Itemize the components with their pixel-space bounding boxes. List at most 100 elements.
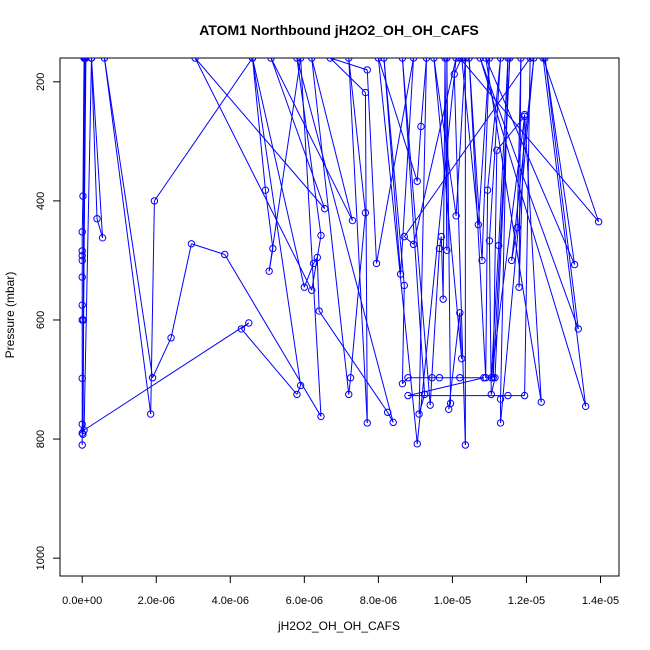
data-point bbox=[398, 58, 407, 62]
series-line-segment bbox=[459, 58, 600, 223]
data-point bbox=[78, 251, 86, 260]
data-point bbox=[296, 58, 305, 62]
data-point bbox=[461, 58, 470, 62]
series-line-segment bbox=[500, 58, 509, 400]
series-line-segment bbox=[150, 200, 155, 415]
data-point bbox=[482, 374, 490, 382]
data-point bbox=[380, 58, 388, 62]
data-point bbox=[293, 390, 301, 399]
series-line-segment bbox=[90, 58, 104, 238]
data-point bbox=[461, 441, 470, 449]
x-tick-label: 0.0e+00 bbox=[62, 595, 102, 607]
series-line-segment bbox=[498, 58, 509, 246]
data-point bbox=[485, 58, 494, 62]
plot-frame bbox=[59, 57, 620, 577]
data-point bbox=[487, 374, 495, 382]
data-point bbox=[363, 66, 371, 74]
series-line-segment bbox=[83, 58, 92, 431]
data-point bbox=[594, 218, 603, 226]
data-point bbox=[191, 58, 199, 62]
data-point bbox=[415, 410, 423, 418]
series-line-segment bbox=[485, 190, 489, 378]
data-point bbox=[78, 247, 86, 255]
series-line-segment bbox=[82, 58, 87, 320]
series-line-segment bbox=[542, 58, 587, 407]
data-point bbox=[78, 273, 86, 281]
series-line-segment bbox=[407, 377, 484, 397]
data-point bbox=[496, 58, 505, 62]
data-point bbox=[478, 256, 486, 265]
series-line-segment bbox=[477, 58, 490, 225]
data-point bbox=[450, 70, 458, 78]
series-line-segment bbox=[400, 58, 415, 275]
data-point bbox=[465, 58, 473, 62]
data-point bbox=[456, 309, 464, 317]
series-line-segment bbox=[542, 58, 600, 222]
series-line-segment bbox=[81, 196, 84, 232]
series-line-segment bbox=[518, 114, 526, 288]
data-point bbox=[345, 58, 353, 62]
data-point bbox=[482, 58, 490, 62]
data-point bbox=[570, 260, 579, 269]
series-line-segment bbox=[103, 58, 154, 378]
data-point bbox=[82, 58, 90, 62]
series-line-segment bbox=[485, 58, 576, 265]
x-axis-label: jH2O2_OH_OH_CAFS bbox=[277, 619, 400, 633]
data-point bbox=[87, 58, 96, 62]
data-point bbox=[409, 58, 418, 62]
x-tick-label: 1.0e-05 bbox=[434, 595, 471, 607]
series-line-segment bbox=[524, 114, 542, 403]
series-line-segment bbox=[453, 74, 466, 446]
data-point bbox=[413, 177, 421, 185]
data-point bbox=[98, 234, 107, 242]
series-line-segment bbox=[241, 328, 298, 395]
data-point bbox=[417, 122, 425, 131]
y-axis: 200 400 600 800 1000 bbox=[35, 73, 60, 570]
series-line-segment bbox=[103, 58, 152, 415]
data-point bbox=[345, 390, 353, 399]
x-tick-label: 8.0e-06 bbox=[360, 595, 397, 607]
series-line-segment bbox=[152, 337, 172, 378]
series-line-segment bbox=[366, 69, 378, 264]
data-point bbox=[309, 259, 318, 268]
data-point bbox=[148, 374, 157, 382]
series-line-segment bbox=[170, 243, 192, 338]
series-line-segment bbox=[350, 212, 366, 378]
series-line-segment bbox=[224, 254, 322, 417]
data-point bbox=[374, 58, 383, 62]
series-layer bbox=[78, 58, 603, 449]
data-point bbox=[361, 209, 370, 217]
data-point bbox=[520, 391, 529, 400]
y-tick-label: 600 bbox=[35, 311, 47, 329]
data-point bbox=[443, 58, 451, 62]
series-line-segment bbox=[318, 310, 389, 413]
data-point bbox=[389, 418, 397, 427]
series-line-segment bbox=[268, 58, 302, 272]
series-line-segment bbox=[377, 58, 418, 444]
data-point bbox=[452, 58, 460, 62]
series-line-segment bbox=[479, 58, 587, 407]
data-point bbox=[78, 256, 86, 265]
series-line-segment bbox=[429, 248, 440, 406]
data-point bbox=[574, 325, 582, 333]
series-line-segment bbox=[296, 385, 302, 395]
series-line-segment bbox=[479, 58, 579, 330]
data-point bbox=[308, 58, 316, 62]
x-tick-label: 4.0e-06 bbox=[212, 595, 249, 607]
series-line-segment bbox=[544, 58, 579, 329]
series-line-segment bbox=[348, 58, 368, 424]
data-point bbox=[146, 410, 155, 418]
data-point bbox=[245, 319, 253, 327]
data-point bbox=[439, 295, 447, 303]
data-point bbox=[221, 250, 229, 259]
series-line-segment bbox=[442, 58, 446, 300]
data-point bbox=[537, 398, 545, 406]
data-point bbox=[437, 232, 446, 241]
data-point bbox=[269, 244, 277, 253]
data-point bbox=[456, 374, 464, 382]
data-point bbox=[483, 186, 492, 194]
series-line-segment bbox=[311, 58, 353, 221]
series-line-segment bbox=[490, 245, 500, 378]
data-point bbox=[78, 228, 86, 236]
data-point bbox=[348, 216, 357, 225]
